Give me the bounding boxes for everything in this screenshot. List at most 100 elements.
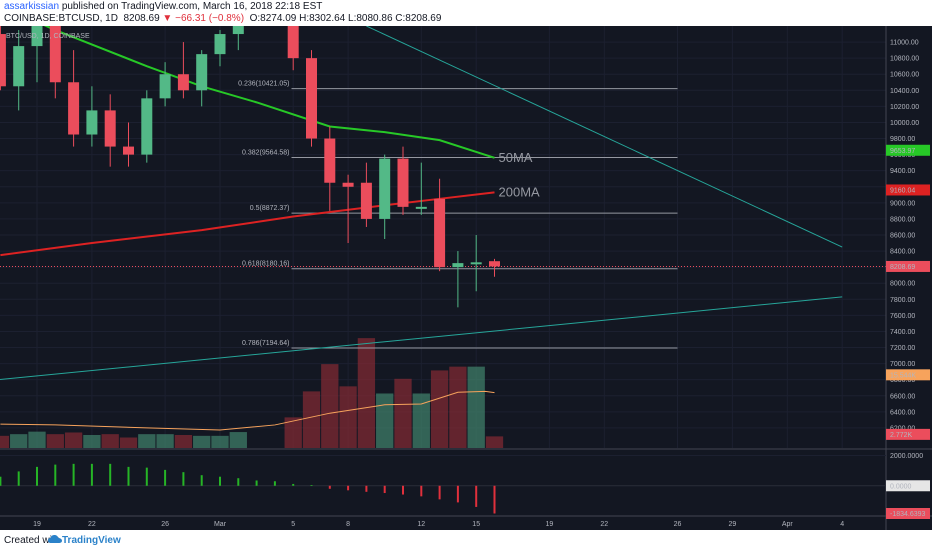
price-tick-label: 10800.00 bbox=[890, 56, 919, 63]
time-tick-label: 22 bbox=[600, 521, 608, 528]
volume-bar bbox=[193, 435, 211, 448]
price-tick-label: 8800.00 bbox=[890, 216, 915, 223]
price-tag-bg bbox=[886, 184, 930, 196]
time-tick-label: Apr bbox=[782, 521, 794, 528]
chart-area[interactable]: 0.236(10421.05) 0.382(9564.58) 0.5(8872.37… bbox=[0, 26, 932, 530]
fib-level-label: 0.786(7194.64) bbox=[242, 340, 289, 347]
price-tick-label: 8400.00 bbox=[890, 249, 915, 256]
time-tick-label: 8 bbox=[346, 521, 350, 528]
volume-bar bbox=[138, 434, 156, 448]
candle-body bbox=[452, 263, 464, 268]
time-tick-label: 26 bbox=[161, 521, 169, 528]
header-line-1: assarkissian published on TradingView.co… bbox=[4, 1, 322, 12]
osc-tag-bg bbox=[886, 508, 930, 520]
volume-bar bbox=[10, 434, 28, 448]
candle-body bbox=[196, 54, 208, 91]
price-tick-label: 7400.00 bbox=[890, 329, 915, 336]
price-tick-label: 8600.00 bbox=[890, 232, 915, 239]
price-tick-label: 7600.00 bbox=[890, 313, 915, 320]
volume-bar bbox=[28, 431, 46, 448]
candle-body bbox=[397, 158, 409, 207]
candle-body bbox=[434, 198, 446, 268]
time-tick-label: 19 bbox=[33, 521, 41, 528]
price-tick-label: 10200.00 bbox=[890, 104, 919, 111]
candle-body bbox=[342, 182, 354, 187]
candle-body bbox=[177, 74, 189, 91]
fib-level-label: 0.382(9564.58) bbox=[242, 149, 289, 156]
osc-tick-label: 2000.0000 bbox=[890, 453, 923, 460]
candle-body bbox=[306, 58, 317, 139]
price-tag: 9160.04 bbox=[890, 187, 915, 194]
price-tick-label: 9800.00 bbox=[890, 136, 915, 143]
price-tag-bg bbox=[886, 144, 930, 156]
price-tick-label: 7200.00 bbox=[890, 345, 915, 352]
time-tick-label: 29 bbox=[729, 521, 737, 528]
candle-body bbox=[360, 182, 372, 219]
volume-bar bbox=[64, 432, 83, 448]
candle-body bbox=[31, 26, 43, 47]
trendline bbox=[0, 296, 843, 381]
price-tag: 8208.69 bbox=[890, 264, 915, 271]
candle-body bbox=[68, 82, 80, 135]
time-tick-label: 22 bbox=[88, 521, 96, 528]
time-tick-label: 15 bbox=[472, 521, 480, 528]
ma-label-50ma: 50MA bbox=[499, 150, 533, 165]
volume-bar bbox=[0, 435, 10, 448]
candle-body bbox=[13, 46, 25, 87]
volume-bar bbox=[321, 364, 339, 448]
volume-bar bbox=[211, 435, 229, 448]
osc-tag: 0.0000 bbox=[890, 483, 912, 490]
candle-body bbox=[489, 261, 500, 267]
volume-bar bbox=[339, 386, 357, 448]
volume-bar bbox=[284, 417, 302, 448]
volume-bar bbox=[449, 366, 467, 448]
candle-body bbox=[0, 34, 6, 87]
candle-body bbox=[159, 74, 171, 99]
chart-svg[interactable]: 0.236(10421.05) 0.382(9564.58) 0.5(8872.37… bbox=[0, 26, 932, 530]
volume-bar bbox=[229, 432, 247, 448]
volume-bar bbox=[119, 437, 138, 448]
chart-header: assarkissian published on TradingView.co… bbox=[0, 0, 932, 26]
volume-tag-bg bbox=[886, 369, 930, 381]
last-price: 8208.69 bbox=[123, 13, 160, 24]
osc-tag-bg bbox=[886, 480, 930, 492]
candle-body bbox=[287, 26, 299, 59]
price-change: ▼ −66.31 (−0.8%) bbox=[162, 13, 245, 24]
volume-bar bbox=[485, 436, 504, 448]
volume-bar bbox=[394, 378, 412, 448]
footer: Created with TradingView bbox=[0, 530, 932, 550]
published-text: published on TradingView.com, March 16, … bbox=[61, 1, 323, 12]
price-tick-label: 6800.00 bbox=[890, 377, 915, 384]
price-tick-label: 7000.00 bbox=[890, 361, 915, 368]
candle-body bbox=[324, 138, 336, 183]
candle-body bbox=[214, 34, 226, 55]
price-tick-label: 11000.00 bbox=[890, 40, 919, 47]
price-tick-label: 10600.00 bbox=[890, 72, 919, 79]
volume-bar bbox=[467, 366, 485, 448]
candle-body bbox=[415, 206, 427, 209]
trendline bbox=[366, 26, 843, 248]
fib-level-label: 0.618(8180.16) bbox=[242, 261, 289, 268]
candle-body bbox=[379, 158, 391, 219]
candle-body bbox=[49, 26, 61, 83]
time-tick-label: 19 bbox=[546, 521, 554, 528]
volume-tag: 2.772K bbox=[890, 432, 913, 439]
ma-label-200ma: 200MA bbox=[499, 184, 541, 199]
volume-tag-bg bbox=[886, 428, 930, 440]
volume-bar bbox=[357, 338, 376, 448]
ohlc-values: O:8274.09 H:8302.64 L:8080.86 C:8208.69 bbox=[249, 13, 442, 24]
volume-bar bbox=[412, 393, 430, 448]
price-tick-label: 8000.00 bbox=[890, 281, 915, 288]
candle-body bbox=[104, 110, 116, 147]
volume-bar bbox=[174, 435, 193, 448]
tradingview-brand[interactable]: TradingView bbox=[62, 535, 121, 546]
author-link[interactable]: assarkissian bbox=[4, 1, 60, 12]
price-tick-label: 10000.00 bbox=[890, 120, 919, 127]
header-line-2: COINBASE:BTCUSD, 1D 8208.69 ▼ −66.31 (−0… bbox=[4, 13, 441, 24]
fib-level-label: 0.5(8872.37) bbox=[250, 205, 290, 212]
osc-tag: -1834.6393 bbox=[890, 511, 926, 518]
candle-body bbox=[232, 26, 244, 35]
volume-bar bbox=[101, 434, 119, 448]
time-tick-label: 4 bbox=[840, 521, 844, 528]
time-tick-label: 12 bbox=[417, 521, 425, 528]
